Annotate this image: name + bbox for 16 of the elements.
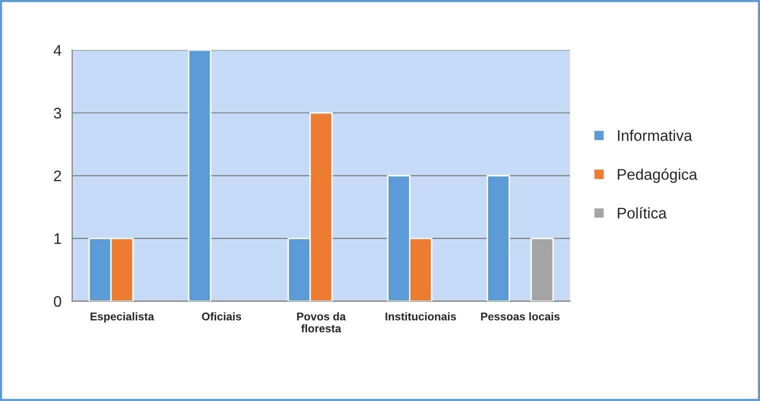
y-tick-label: 1 [54,233,62,244]
legend-label: Pedagógica [618,168,698,183]
y-tick-label: 2 [54,170,62,182]
y-tick-label: 4 [54,45,62,56]
x-tick-label: Povos da floresta [297,312,346,332]
bar [188,50,212,302]
y-tick-label: 0 [54,296,62,307]
bar [486,174,510,302]
legend-label: Política [618,207,667,219]
x-tick-label: Pessoas locais [481,312,560,320]
y-tick-label: 3 [54,108,62,119]
x-tick-label: Especialista [90,312,154,323]
x-tick-label: Institucionais [386,312,456,320]
x-tick-label: Oficiais [202,312,242,320]
legend-label: Informativa [618,130,692,141]
bar [530,238,554,302]
